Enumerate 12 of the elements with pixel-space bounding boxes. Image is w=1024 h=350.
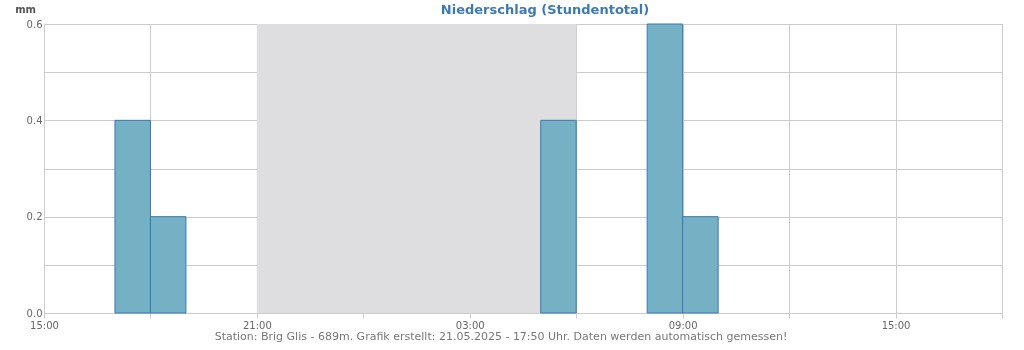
x-tick-label: 03:00 [455, 319, 485, 331]
x-tick-label: 21:00 [242, 319, 272, 331]
text: Station: Brig Glis - 689m. Grafik erstellt: 21.05.2025 - 17:50 Uhr. Daten werden automatisch gemessen! [214, 330, 788, 343]
x-tick-label: 09:00 [668, 319, 698, 331]
y-tick-label: 0.0 [26, 307, 43, 319]
chart-title: Niederschlag (Stundentotal) [440, 2, 650, 17]
y-axis-title: mm [15, 4, 36, 15]
y-tick-label: 0.6 [26, 18, 43, 30]
x-tick-label: 15:00 [881, 319, 911, 331]
y-tick-label: 0.4 [26, 114, 43, 126]
x-tick-label: 15:00 [30, 319, 59, 331]
y-tick-label: 0.2 [26, 211, 43, 223]
